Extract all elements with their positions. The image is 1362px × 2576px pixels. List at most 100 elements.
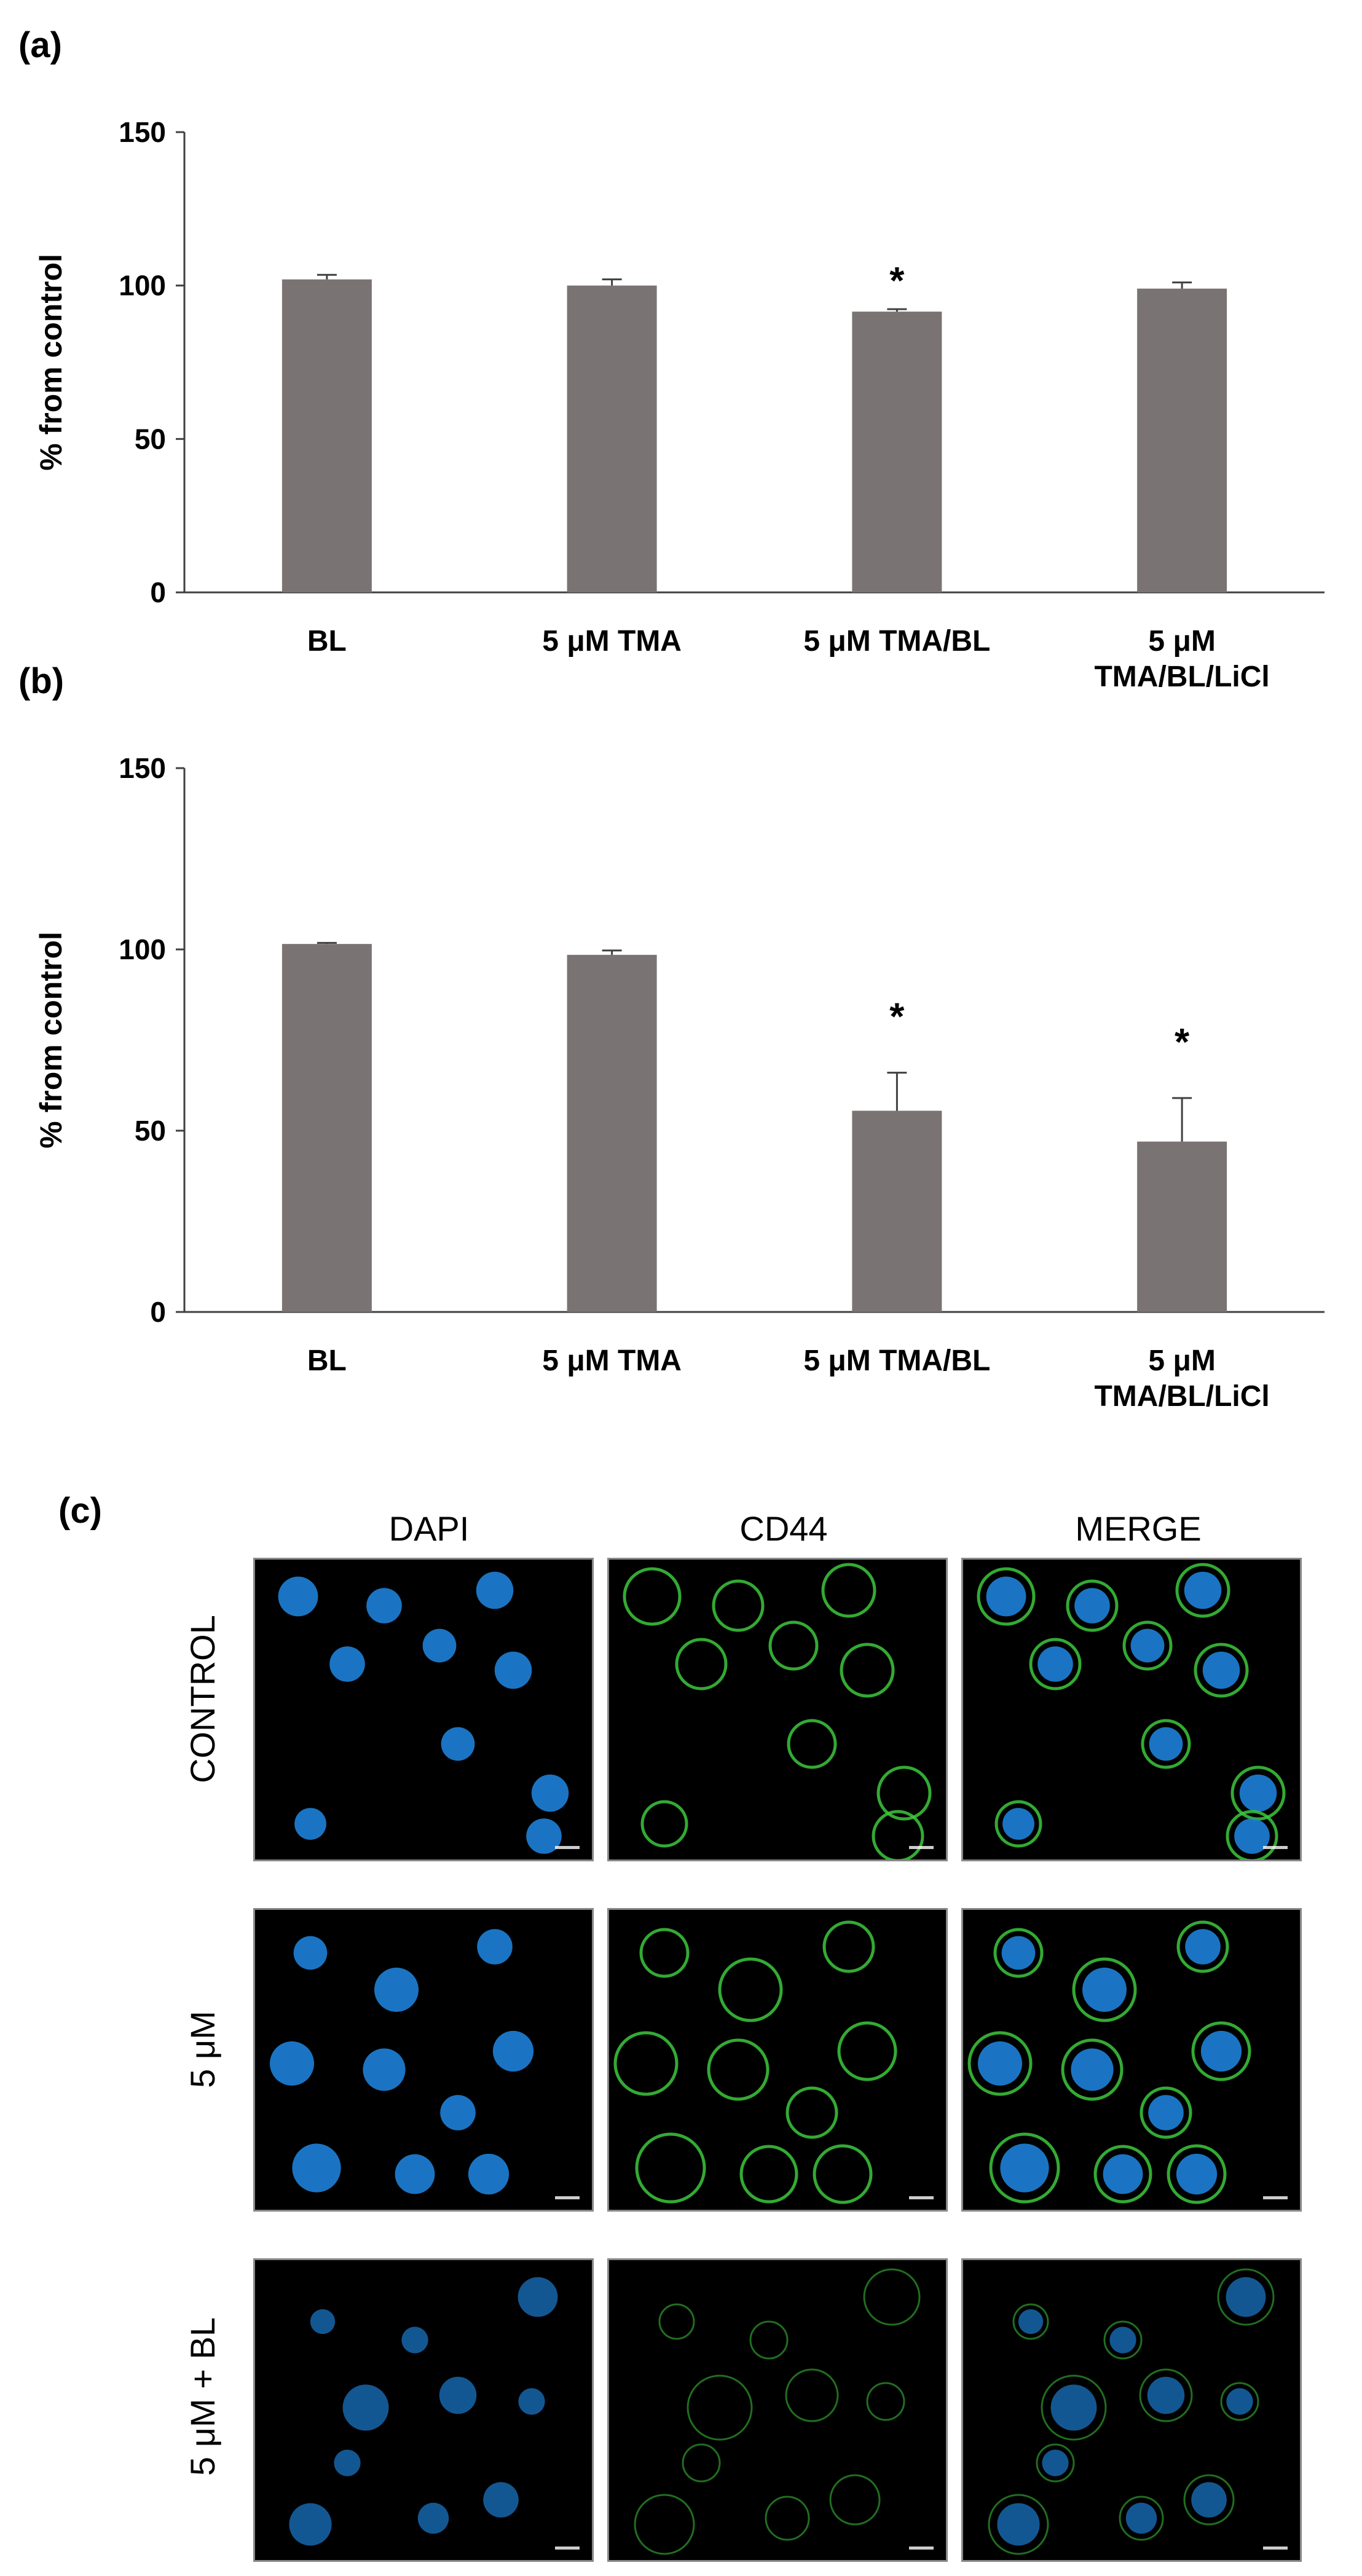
micrograph-5um-bl-merge xyxy=(961,2258,1302,2562)
bar xyxy=(1137,288,1227,592)
significance-marker: * xyxy=(1175,1021,1190,1064)
nucleus xyxy=(1234,1818,1270,1854)
y-tick-label: 0 xyxy=(150,1296,166,1328)
cell-membrane xyxy=(1176,1920,1229,1973)
row-label-5um: 5 μM xyxy=(183,2011,222,2088)
nucleus xyxy=(477,1929,513,1965)
cell-membrane xyxy=(1041,2374,1107,2441)
cell-membrane xyxy=(1220,2382,1259,2421)
y-tick-label: 50 xyxy=(135,1115,166,1147)
nucleus xyxy=(1191,2482,1227,2518)
fluorescence-image xyxy=(623,1563,934,1859)
fluorescence-image xyxy=(270,1929,580,2199)
nucleus xyxy=(422,1628,457,1663)
y-tick-label: 150 xyxy=(119,752,166,784)
cell-membrane xyxy=(872,1810,924,1859)
bar xyxy=(567,285,657,592)
nucleus xyxy=(270,2041,314,2086)
nucleus xyxy=(1226,2388,1253,2415)
bar xyxy=(852,1110,942,1312)
nucleus xyxy=(518,2388,545,2415)
nucleus xyxy=(441,1727,475,1761)
scale-bar xyxy=(555,1846,580,1849)
cell-membrane xyxy=(658,2303,695,2340)
x-tick-label: TMA/BL/LiCl xyxy=(1094,1380,1269,1413)
cell-membrane xyxy=(967,2031,1033,2096)
nucleus xyxy=(468,2153,510,2195)
micrograph-5um-cd44 xyxy=(607,1908,948,2212)
nucleus xyxy=(292,2143,341,2193)
column-header-cd44: CD44 xyxy=(739,1509,828,1548)
scale-bar xyxy=(1263,2196,1288,2199)
x-tick-label: BL xyxy=(307,1345,347,1377)
y-axis-label: % from control xyxy=(34,254,68,471)
nucleus xyxy=(395,2154,435,2194)
cell-membrane xyxy=(813,2144,873,2204)
scale-bar xyxy=(909,2547,934,2550)
cell-membrane xyxy=(707,2038,770,2101)
fluorescence-image xyxy=(278,1571,580,1854)
nucleus xyxy=(978,2041,1022,2086)
cell-membrane xyxy=(639,1928,690,1978)
x-tick-label: TMA/BL/LiCl xyxy=(1094,661,1269,693)
nucleus xyxy=(1001,1936,1036,1970)
y-tick-label: 0 xyxy=(150,576,166,608)
nucleus xyxy=(401,2327,428,2354)
cell-membrane xyxy=(712,1579,765,1632)
panel-c-label: (c) xyxy=(58,1491,102,1531)
nucleus xyxy=(278,1576,318,1617)
cell-membrane xyxy=(1140,2086,1192,2139)
micrograph-5um-merge xyxy=(961,1908,1302,2212)
cell-membrane xyxy=(1183,2474,1235,2526)
nucleus xyxy=(492,2030,534,2072)
scale-bar xyxy=(555,2547,580,2550)
nucleus xyxy=(1050,2384,1097,2431)
nucleus xyxy=(1184,1571,1222,1609)
cell-membrane xyxy=(821,1563,876,1618)
cell-membrane xyxy=(1167,2144,1227,2204)
nucleus xyxy=(374,1968,419,2012)
fluorescence-image xyxy=(988,2268,1288,2555)
scale-bar xyxy=(909,1846,934,1849)
cell-membrane xyxy=(988,2494,1049,2555)
nucleus xyxy=(1000,2143,1049,2193)
x-tick-label: 5 μM TMA xyxy=(542,1345,682,1377)
row-label-control: CONTROL xyxy=(183,1615,222,1783)
scale-bar xyxy=(555,2196,580,2199)
fluorescence-image xyxy=(977,1563,1288,1859)
cell-membrane xyxy=(739,2145,798,2204)
cell-membrane xyxy=(876,1765,932,1821)
cell-membrane xyxy=(613,2031,679,2096)
scale-bar xyxy=(1263,2547,1288,2550)
bar xyxy=(281,279,372,592)
x-tick-label: 5 μM TMA/BL xyxy=(803,625,990,658)
bar xyxy=(852,312,942,592)
nucleus xyxy=(494,1651,532,1689)
nucleus xyxy=(1103,2154,1143,2194)
bar xyxy=(1137,1141,1227,1312)
micrograph-5um-dapi xyxy=(253,1908,594,2212)
cell-membrane xyxy=(989,2132,1060,2204)
nucleus xyxy=(1125,2502,1157,2534)
nucleus xyxy=(526,1818,562,1854)
cell-membrane xyxy=(1122,1620,1173,1671)
nucleus xyxy=(1176,2153,1218,2195)
nucleus xyxy=(1226,2277,1266,2317)
cell-membrane xyxy=(993,1928,1044,1978)
nucleus xyxy=(417,2502,449,2534)
nucleus xyxy=(342,2384,389,2431)
cell-membrane xyxy=(749,2320,789,2360)
cell-membrane xyxy=(675,1638,728,1690)
cell-membrane xyxy=(1061,2038,1124,2101)
x-tick-label: 5 μM xyxy=(1148,1345,1215,1377)
nucleus xyxy=(1109,2327,1136,2354)
y-tick-label: 150 xyxy=(119,116,166,148)
significance-marker: * xyxy=(889,996,905,1039)
cell-membrane xyxy=(1226,1810,1278,1859)
cell-membrane xyxy=(1029,1638,1082,1690)
nucleus xyxy=(334,2449,361,2476)
x-tick-label: BL xyxy=(307,625,347,658)
cell-membrane xyxy=(787,1719,837,1769)
cell-membrane xyxy=(1103,2320,1143,2360)
cell-membrane xyxy=(866,2382,905,2421)
